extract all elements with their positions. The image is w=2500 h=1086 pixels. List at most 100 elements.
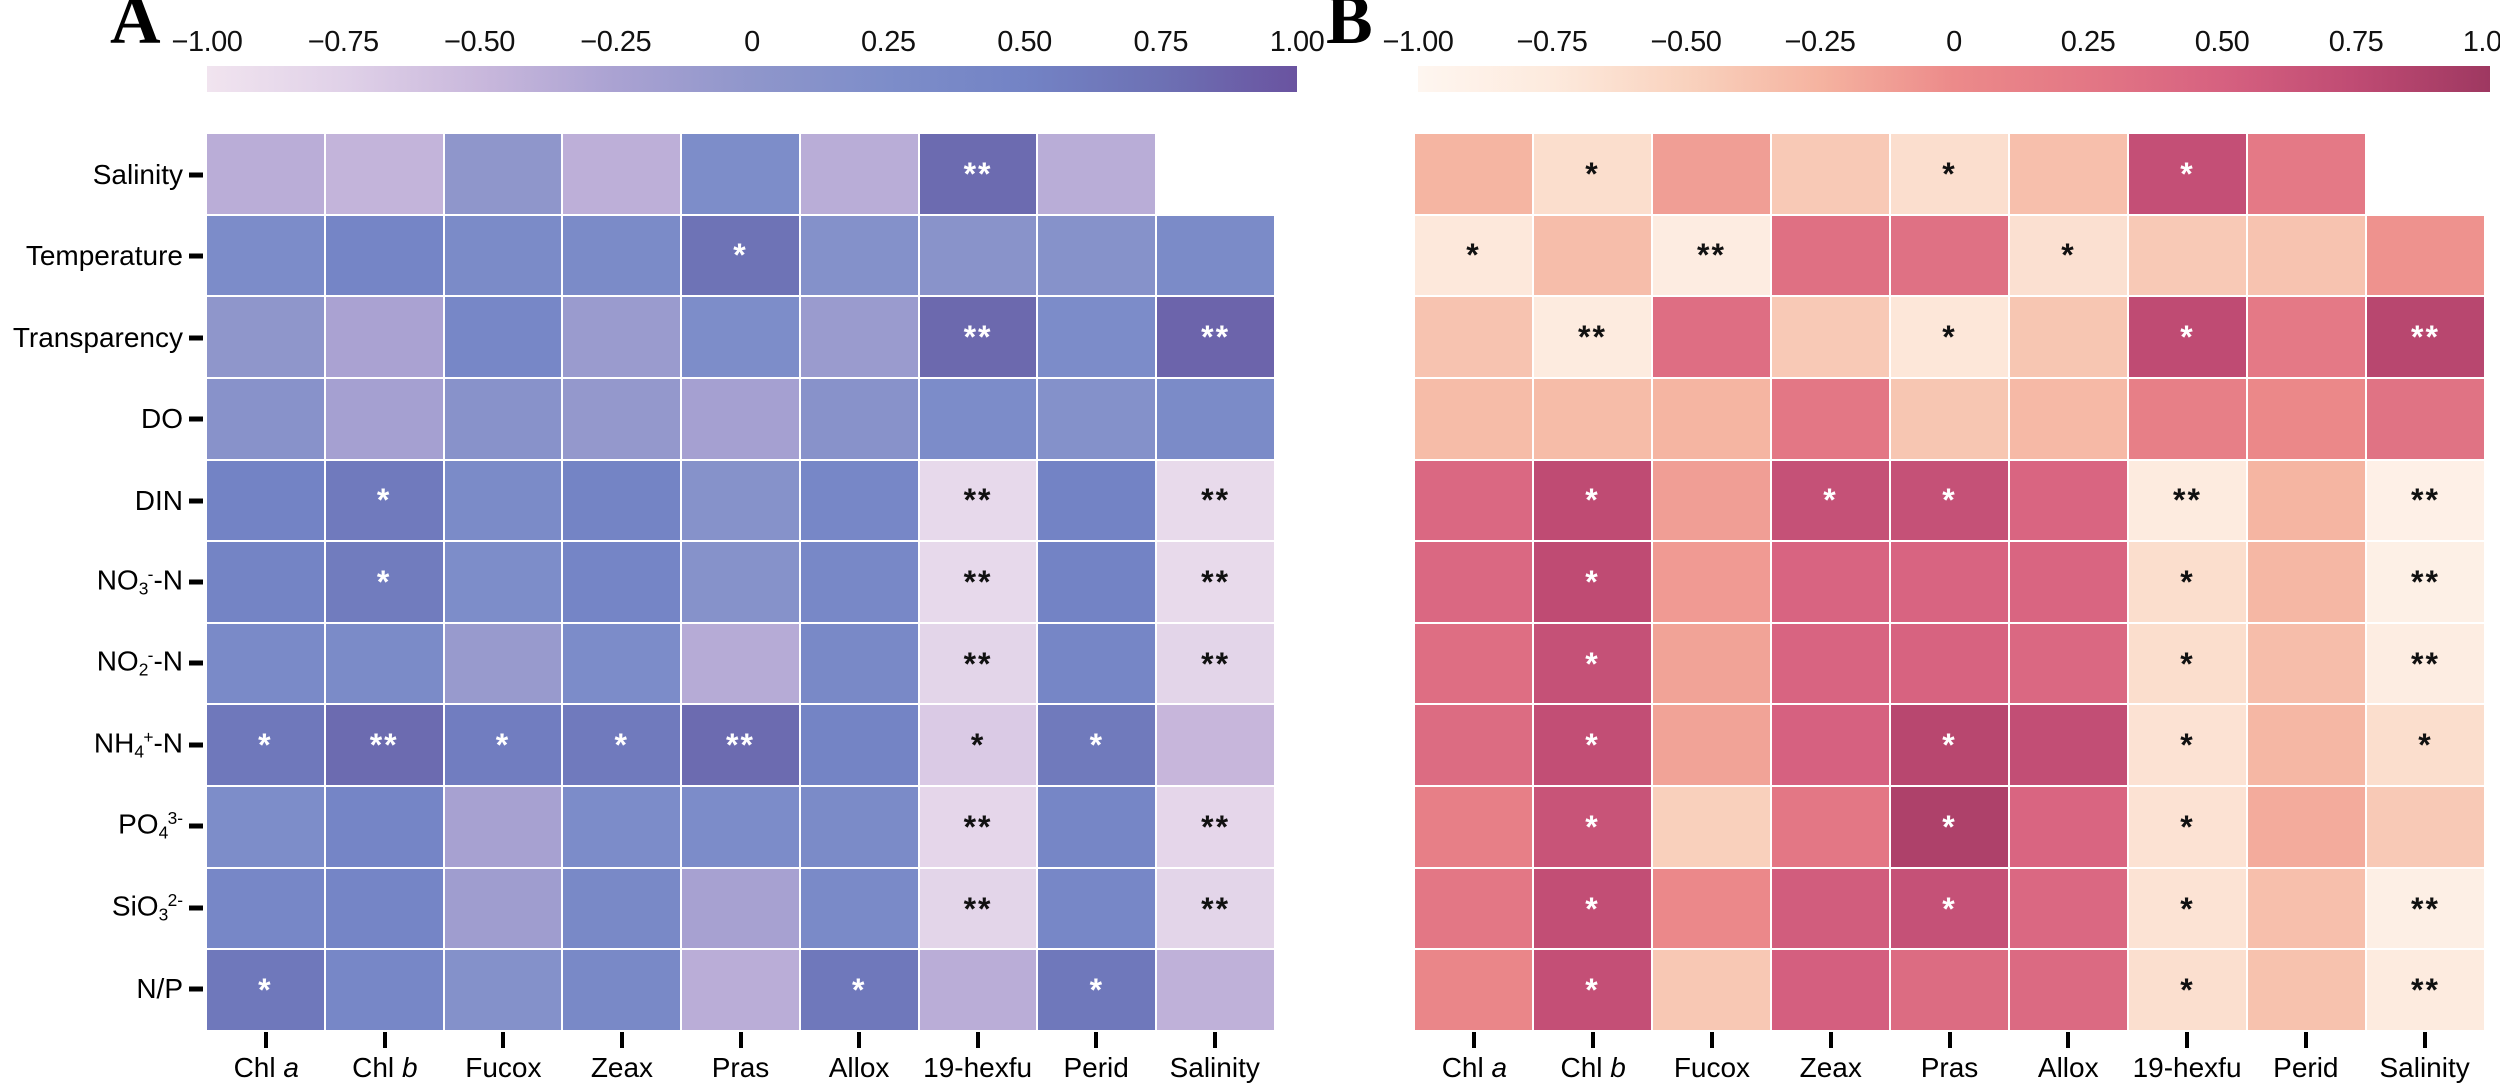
heatmap-cell (1038, 542, 1156, 622)
column-label: Pras (711, 1052, 770, 1083)
heatmap-cell (207, 868, 324, 949)
heatmap-cell: * (2129, 868, 2246, 949)
heatmap-cell (444, 460, 562, 541)
column-label: Chl b (352, 1052, 418, 1083)
heatmap-cell (1772, 868, 1889, 949)
heatmap-cell: * (2129, 134, 2246, 214)
heatmap-cell (2248, 950, 2365, 1030)
heatmap-cell: * (1534, 705, 1651, 786)
heatmap-cell: ** (682, 705, 799, 786)
panel-b: B −1.00−0.75−0.50−0.2500.250.500.751.00 … (1250, 0, 2500, 1086)
row-label: Salinity (92, 158, 183, 190)
heatmap-cell (444, 542, 562, 622)
heatmap-cell: ** (919, 134, 1037, 214)
heatmap-cell (444, 215, 562, 296)
significance-marker: * (1585, 482, 1600, 519)
heatmap-cell: ** (1157, 297, 1274, 377)
heatmap-cell (682, 623, 799, 704)
heatmap-cell (563, 623, 681, 704)
heatmap-cell (1038, 460, 1156, 541)
heatmap-cell (800, 705, 918, 786)
column-label: Perid (2273, 1052, 2339, 1083)
heatmap-cell (325, 134, 443, 214)
heatmap-cell (2248, 460, 2365, 541)
heatmap-cell (1157, 950, 1274, 1030)
x-axis-tick (1947, 1032, 1952, 1048)
heatmap-cell (563, 787, 681, 867)
significance-marker: * (1585, 563, 1600, 600)
colorbar-tick-label: −1.00 (171, 26, 243, 58)
heatmap-cell (1415, 950, 1532, 1030)
colorbar-tick-label: −0.50 (444, 26, 515, 58)
significance-marker: ** (963, 645, 993, 682)
heatmap-cell: * (1891, 460, 2008, 541)
heatmap-cell: * (1534, 623, 1651, 704)
significance-marker: * (2180, 563, 2195, 600)
heatmap-cell (207, 787, 324, 867)
y-axis-tick (189, 905, 203, 911)
significance-marker: * (1089, 972, 1105, 1009)
heatmap-cell (919, 950, 1037, 1030)
heatmap-cell (563, 378, 681, 459)
heatmap-cell (444, 297, 562, 377)
heatmap-cell: * (2129, 542, 2246, 622)
significance-marker: * (1942, 319, 1957, 356)
heatmap-cell (207, 134, 324, 214)
significance-marker: * (2180, 155, 2195, 192)
significance-marker: * (1942, 482, 1957, 519)
significance-marker: ** (963, 808, 993, 845)
significance-marker: ** (2411, 645, 2440, 682)
heatmap-cell (563, 950, 681, 1030)
significance-marker: * (376, 482, 392, 519)
heatmap-cell: ** (919, 623, 1037, 704)
significance-marker: * (614, 727, 629, 764)
significance-marker: * (2180, 972, 2195, 1009)
heatmap-cell (2010, 134, 2127, 214)
row-label: DIN (134, 484, 183, 516)
colorbar-tick-label: −0.75 (1516, 26, 1588, 58)
colorbar-tick-label: 0.75 (1133, 26, 1189, 58)
heatmap-cell (800, 297, 918, 377)
heatmap-cell: ** (1534, 297, 1651, 377)
heatmap-cell (1772, 297, 1889, 377)
heatmap-cell (1891, 542, 2008, 622)
row-label: NH4+-N (93, 726, 183, 762)
x-axis-tick (2185, 1032, 2190, 1048)
heatmap-cell (1157, 705, 1274, 786)
heatmap-cell (444, 787, 562, 867)
heatmap-cell (207, 623, 324, 704)
significance-marker: ** (963, 319, 993, 356)
heatmap-cell (1653, 297, 1770, 377)
heatmap-cell (1415, 787, 1532, 867)
heatmap-cell (800, 623, 918, 704)
heatmap-cell: * (1038, 705, 1156, 786)
colorbar-tick-label: 0.25 (861, 26, 916, 58)
heatmap-cell (1653, 378, 1770, 459)
heatmap-grid-a: ** * ** ** * ** ** * ** ** ** ** * ** * * ** * * ** ** ** ** * *… (207, 134, 1274, 1030)
panel-b-label: B (1326, 0, 1373, 59)
heatmap-cell (207, 542, 324, 622)
heatmap-cell (2367, 787, 2484, 867)
heatmap-cell (2010, 950, 2127, 1030)
heatmap-cell (800, 787, 918, 867)
heatmap-cell (1415, 134, 1532, 214)
colorbar-tick-label: −0.25 (580, 26, 652, 58)
heatmap-cell: ** (919, 297, 1037, 377)
heatmap-cell: * (1534, 787, 1651, 867)
heatmap-cell (2010, 460, 2127, 541)
significance-marker: * (495, 727, 511, 764)
heatmap-cell (1772, 705, 1889, 786)
heatmap-cell (1772, 378, 1889, 459)
heatmap-cell (563, 868, 681, 949)
colorbar-tick-label: 0.25 (2060, 26, 2116, 58)
significance-marker: * (852, 972, 867, 1009)
heatmap-cell: ** (919, 787, 1037, 867)
heatmap-cell (1772, 134, 1889, 214)
significance-marker: ** (2173, 482, 2202, 519)
heatmap-cell (1415, 378, 1532, 459)
column-label: 19-hexfu (923, 1052, 1033, 1083)
heatmap-cell (1653, 705, 1770, 786)
heatmap-cell (1891, 950, 2008, 1030)
significance-marker: * (1585, 155, 1600, 192)
significance-marker: ** (2411, 482, 2440, 519)
